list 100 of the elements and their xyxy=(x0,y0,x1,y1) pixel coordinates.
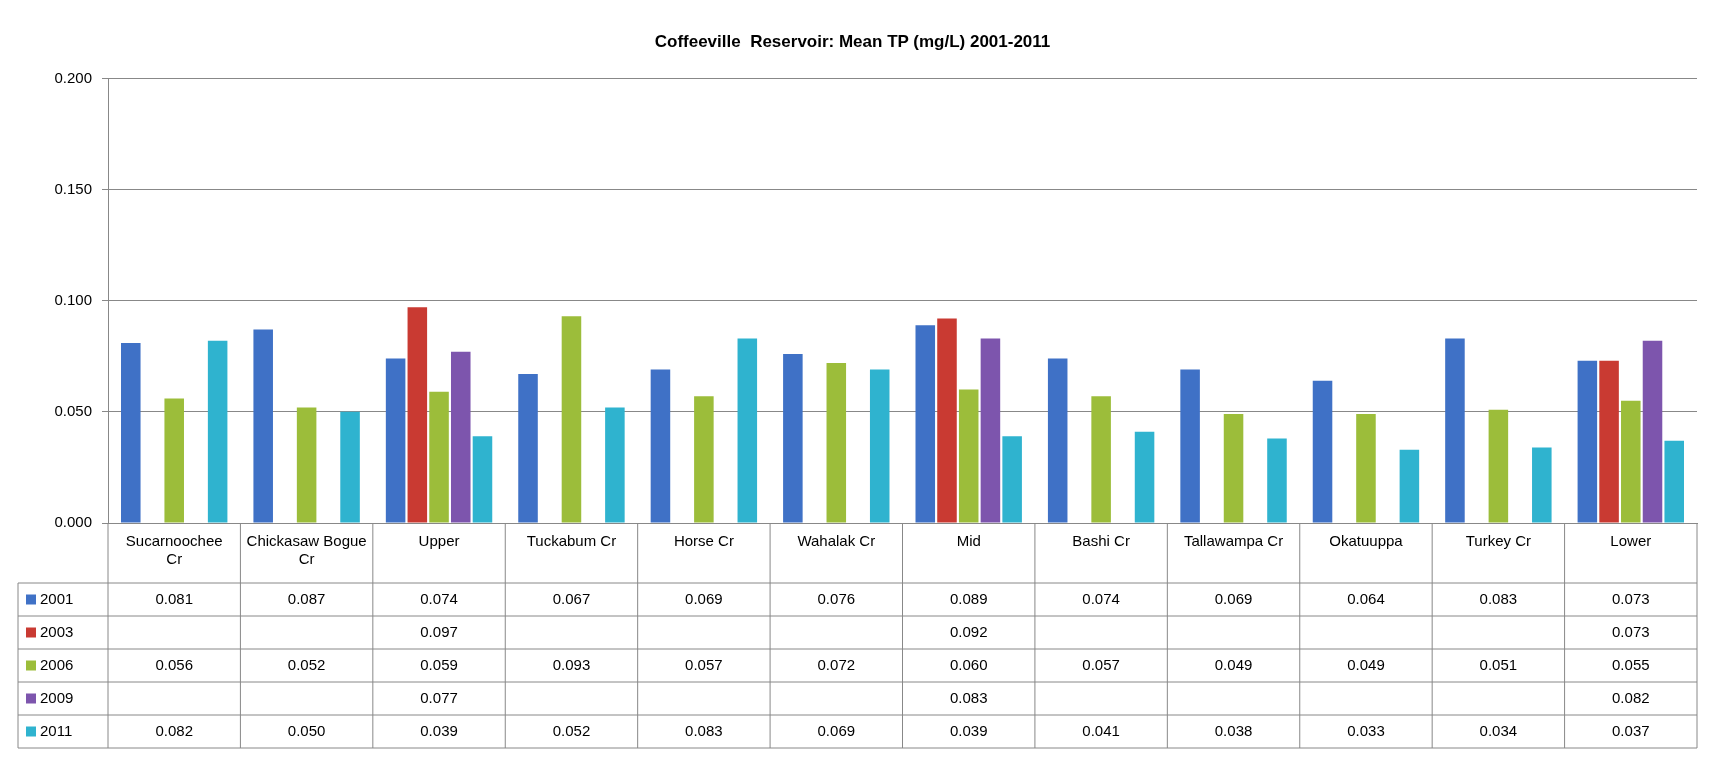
data-label: 0.069 xyxy=(685,589,723,607)
data-label: 0.033 xyxy=(1347,721,1385,739)
data-label: 0.087 xyxy=(287,589,326,607)
bar xyxy=(737,338,758,523)
data-label: 0.074 xyxy=(420,589,458,607)
bar xyxy=(1577,360,1598,523)
data-label: 0.082 xyxy=(155,721,193,739)
data-label: 0.039 xyxy=(420,721,458,739)
bar xyxy=(650,369,671,523)
bar xyxy=(783,354,803,523)
x-tick-label: Wahalak Cr xyxy=(797,532,876,550)
data-label: 0.092 xyxy=(949,622,988,640)
data-label: 0.083 xyxy=(949,688,988,706)
data-label: 0.093 xyxy=(552,655,591,673)
data-label: 0.069 xyxy=(1214,589,1253,607)
bar xyxy=(1134,431,1155,523)
legend-label: 2011 xyxy=(40,721,73,739)
x-tick-label: Lower xyxy=(1610,532,1652,550)
bar xyxy=(207,340,228,523)
bar xyxy=(561,316,582,523)
data-label: 0.039 xyxy=(949,721,988,739)
data-label: 0.050 xyxy=(287,721,326,739)
data-label: 0.073 xyxy=(1612,589,1650,607)
bar xyxy=(296,407,317,523)
bar xyxy=(1047,358,1068,523)
data-label: 0.041 xyxy=(1082,721,1120,739)
bar xyxy=(1445,338,1465,523)
data-label: 0.060 xyxy=(949,655,988,673)
data-label: 0.069 xyxy=(817,721,856,739)
bar xyxy=(937,318,957,523)
bar xyxy=(1002,436,1022,523)
legend-label: 2001 xyxy=(40,589,74,607)
data-label: 0.083 xyxy=(685,721,723,739)
legend-label: 2003 xyxy=(40,622,74,640)
x-tick-label: Bashi Cr xyxy=(1072,532,1130,550)
data-label: 0.052 xyxy=(552,721,591,739)
bar xyxy=(1642,340,1663,523)
data-label: 0.056 xyxy=(155,655,193,673)
data-label: 0.051 xyxy=(1479,655,1518,673)
data-label: 0.072 xyxy=(817,655,856,673)
y-tick-label: 0.000 xyxy=(54,513,92,531)
x-tick-label: Sucarnoochee Cr xyxy=(125,532,223,568)
y-tick-label: 0.150 xyxy=(54,179,92,197)
x-tick-label: Chickasaw Bogue Cr xyxy=(246,532,367,568)
bar xyxy=(518,374,538,523)
bar xyxy=(869,369,890,523)
bar xyxy=(253,329,273,523)
x-tick-label: Horse Cr xyxy=(673,532,734,550)
bar xyxy=(1399,449,1420,523)
x-tick-label: Turkey Cr xyxy=(1465,532,1532,550)
bar xyxy=(1312,380,1333,523)
bar xyxy=(958,389,979,523)
data-label: 0.057 xyxy=(685,655,723,673)
bar xyxy=(915,325,936,523)
bar xyxy=(1621,400,1641,523)
data-label: 0.057 xyxy=(1082,655,1120,673)
bar xyxy=(1223,414,1244,523)
data-label: 0.064 xyxy=(1347,589,1385,607)
x-tick-label: Okatuuppa xyxy=(1329,532,1404,550)
bar xyxy=(1356,414,1376,523)
x-tick-label: Mid xyxy=(956,532,981,550)
data-label: 0.074 xyxy=(1082,589,1120,607)
bar xyxy=(340,411,360,523)
data-label: 0.052 xyxy=(287,655,326,673)
data-label: 0.037 xyxy=(1612,721,1650,739)
bar xyxy=(407,307,428,523)
x-tick-label: Upper xyxy=(418,532,460,550)
bar xyxy=(472,436,493,523)
data-label: 0.049 xyxy=(1347,655,1385,673)
bar xyxy=(1664,440,1684,523)
x-tick-label: Tuckabum Cr xyxy=(526,532,617,550)
bar xyxy=(826,362,847,523)
bar xyxy=(1599,360,1619,523)
data-label: 0.082 xyxy=(1612,688,1650,706)
bar xyxy=(164,398,184,523)
data-label: 0.073 xyxy=(1612,622,1650,640)
bar xyxy=(429,391,449,523)
data-label: 0.077 xyxy=(420,688,458,706)
legend-label: 2006 xyxy=(40,655,74,673)
y-tick-label: 0.100 xyxy=(54,290,92,308)
data-label: 0.055 xyxy=(1612,655,1650,673)
x-tick-label: Tallawampa Cr xyxy=(1183,532,1284,550)
data-label: 0.034 xyxy=(1479,721,1518,739)
bar xyxy=(980,338,1001,523)
bar xyxy=(385,358,406,523)
bar xyxy=(1091,396,1111,523)
data-label: 0.089 xyxy=(949,589,988,607)
data-label: 0.081 xyxy=(155,589,193,607)
data-label: 0.083 xyxy=(1479,589,1518,607)
data-label: 0.097 xyxy=(420,622,458,640)
bar xyxy=(605,407,625,523)
chart-title: Coffeeville Reservoir: Mean TP (mg/L) 2001-2011 xyxy=(654,31,1051,51)
data-label: 0.076 xyxy=(817,589,856,607)
bar xyxy=(1488,409,1509,523)
data-label: 0.059 xyxy=(420,655,458,673)
bar xyxy=(694,396,714,523)
data-label: 0.038 xyxy=(1214,721,1253,739)
bar xyxy=(1532,447,1552,523)
y-tick-label: 0.050 xyxy=(54,401,92,419)
data-label: 0.067 xyxy=(552,589,591,607)
